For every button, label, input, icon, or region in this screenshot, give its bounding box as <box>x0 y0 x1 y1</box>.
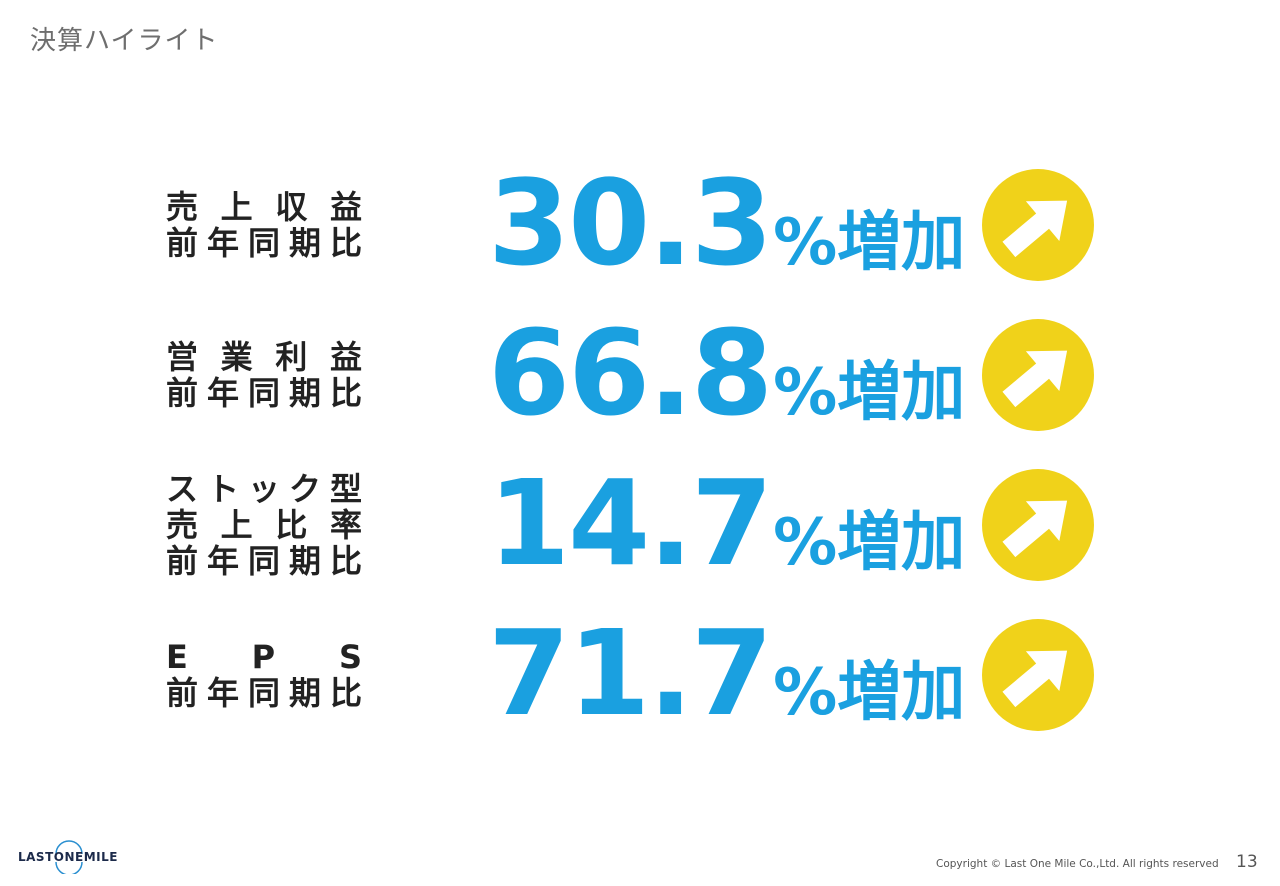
metric-label: E P S 前年同期比 <box>166 600 362 750</box>
company-logo: LASTONEMILE <box>18 840 118 876</box>
metric-label: 営業利益 前年同期比 <box>166 300 362 450</box>
metric-label: 売上収益 前年同期比 <box>166 150 362 300</box>
metric-number: 66.8 <box>488 304 773 442</box>
metric-number: 14.7 <box>488 454 773 592</box>
metric-label-line: 前年同期比 <box>166 542 362 580</box>
arrow-up-right-icon <box>982 619 1094 731</box>
arrow-up-right-icon <box>982 319 1094 431</box>
metric-row: ストック型 売上比率 前年同期比 14.7%増加 <box>0 450 1280 600</box>
metric-label-line: 前年同期比 <box>166 674 362 712</box>
metric-number: 71.7 <box>488 604 773 742</box>
metric-suffix: %増加 <box>773 356 966 430</box>
metric-value: 30.3%増加 <box>488 164 965 282</box>
metric-label-line: 前年同期比 <box>166 374 362 412</box>
page-number: 13 <box>1236 852 1258 872</box>
metric-label: ストック型 売上比率 前年同期比 <box>166 450 362 600</box>
metric-number: 30.3 <box>488 154 773 292</box>
logo-arc-icon <box>55 840 83 874</box>
logo-text: LASTONEMILE <box>18 850 118 864</box>
metric-suffix: %増加 <box>773 206 966 280</box>
metric-value: 14.7%増加 <box>488 464 965 582</box>
metric-label-line: ストック型 <box>166 470 362 508</box>
metric-label-line: 前年同期比 <box>166 224 362 262</box>
arrow-up-right-icon <box>982 169 1094 281</box>
metric-label-line: 売上比率 <box>166 506 362 544</box>
copyright-notice: Copyright © Last One Mile Co.,Ltd. All r… <box>936 858 1219 870</box>
metric-row: 売上収益 前年同期比 30.3%増加 <box>0 150 1280 300</box>
metric-row: 営業利益 前年同期比 66.8%増加 <box>0 300 1280 450</box>
metric-value: 71.7%増加 <box>488 614 965 732</box>
arrow-up-right-icon <box>982 469 1094 581</box>
metric-suffix: %増加 <box>773 506 966 580</box>
metric-label-line: 売上収益 <box>166 188 362 226</box>
metric-row: E P S 前年同期比 71.7%増加 <box>0 600 1280 750</box>
metric-label-line: 営業利益 <box>166 338 362 376</box>
metric-suffix: %増加 <box>773 656 966 730</box>
page-title: 決算ハイライト <box>30 26 219 56</box>
metric-label-line: E P S <box>166 638 362 676</box>
metric-value: 66.8%増加 <box>488 314 965 432</box>
